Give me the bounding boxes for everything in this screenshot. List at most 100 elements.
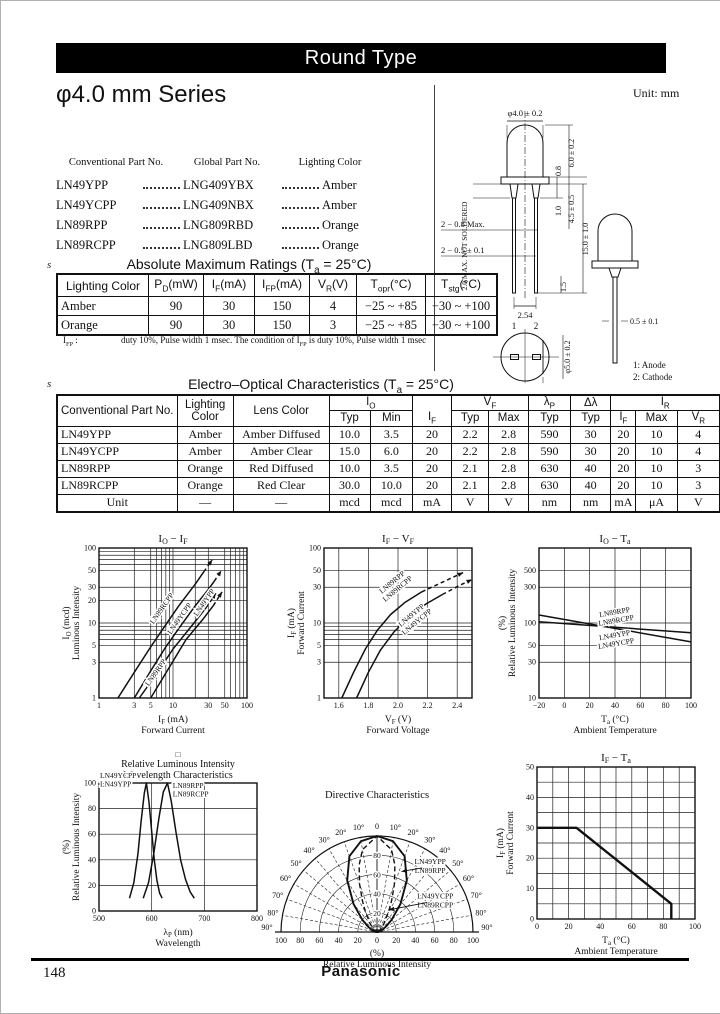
svg-text:80: 80 <box>373 851 381 860</box>
table-header-cell: Lighting Color <box>176 394 234 427</box>
footnote-label: IFP : <box>63 335 78 348</box>
svg-text:Wavelength: Wavelength <box>155 939 200 949</box>
svg-text:20: 20 <box>586 701 594 710</box>
svg-text:20: 20 <box>373 909 381 918</box>
table-cell: LN89RPP <box>56 459 178 478</box>
table-cell: 40 <box>569 459 612 478</box>
svg-text:2.2: 2.2 <box>423 701 433 710</box>
svg-text:100: 100 <box>275 936 287 945</box>
svg-text:IF (mA): IF (mA) <box>158 714 188 726</box>
table-cell: 590 <box>527 425 571 444</box>
part-list-value: LNG409NBX <box>183 198 254 212</box>
table-cell: 40 <box>569 476 612 495</box>
table-cell: 10.0 <box>328 425 371 444</box>
table-cell: — <box>176 493 234 513</box>
part-list-row: LN89RCPP LNG809LBD Orange <box>56 233 374 253</box>
table-header-row: Conventional Part No. Lighting Color Lens … <box>56 394 720 427</box>
svg-text:40: 40 <box>335 936 343 945</box>
dim-standoff: 4.5 ± 0.5 <box>567 195 576 223</box>
chart-forward-current-vs-forward-voltage: 1.6 1.8 2.0 2.2 2.4 1 3 5 10 30 50 100 IF − VF VF (V)… <box>286 533 473 736</box>
table-cell: Unit <box>56 493 178 513</box>
table-cell: Amber <box>176 425 234 444</box>
svg-text:(%): (%) <box>61 840 72 854</box>
table-cell: Red Clear <box>232 476 330 495</box>
svg-text:2.0: 2.0 <box>393 701 403 710</box>
svg-text:LN89RPP: LN89RPP <box>415 866 446 875</box>
chart-forward-current-derating: 0 20 40 60 80 100 0 10 20 30 40 50 IF − Ta Ta (°C)Amb… <box>495 752 701 957</box>
svg-text:Forward Current: Forward Current <box>506 811 516 875</box>
table-cell: 2.8 <box>488 459 529 478</box>
table-cell: nm <box>527 493 571 513</box>
table-header-cell: Max <box>488 410 529 427</box>
table-cell: 30.0 <box>328 476 371 495</box>
svg-text:50: 50 <box>528 641 536 650</box>
part-list-value: LNG409YBX <box>183 178 254 192</box>
table-cell: 30 <box>203 296 255 316</box>
svg-text:50: 50 <box>313 566 321 575</box>
table-cell: Amber <box>176 442 234 461</box>
svg-text:IF − VF: IF − VF <box>382 533 415 546</box>
svg-text:80: 80 <box>450 936 458 945</box>
dim-lead-thickness: 2 − 0.5 ± 0.1 <box>441 245 484 255</box>
table-cell: 150 <box>254 315 310 336</box>
svg-text:□: □ <box>176 750 181 759</box>
table-cell: Orange <box>176 459 234 478</box>
table-cell: 20 <box>412 442 452 461</box>
table-header-cell: IF(mA) <box>203 273 255 297</box>
svg-text:Forward Current: Forward Current <box>141 726 205 736</box>
part-list-value: LNG809RBD <box>183 218 254 232</box>
table-cell: Red Diffused <box>232 459 330 478</box>
table-cell: −25 ~ +85 <box>356 315 426 336</box>
svg-text:10: 10 <box>528 694 536 703</box>
svg-text:60°: 60° <box>463 874 474 883</box>
svg-text:30: 30 <box>528 658 536 667</box>
part-number-list: Conventional Part No. Global Part No. Ligh… <box>56 157 374 253</box>
svg-text:LN89RCPP: LN89RCPP <box>417 900 453 909</box>
svg-text:40: 40 <box>526 793 534 802</box>
svg-text:10: 10 <box>313 619 321 628</box>
table-cell: 4 <box>309 296 357 316</box>
svg-text:40: 40 <box>88 855 96 864</box>
abs-max-title: Absolute Maximum Ratings (Ta = 25°C) <box>126 256 372 276</box>
svg-text:20: 20 <box>354 936 362 945</box>
dim-pitch: 2.54 <box>518 310 534 320</box>
table-cell: μA <box>635 493 678 513</box>
svg-text:30: 30 <box>204 701 212 710</box>
svg-text:20°: 20° <box>335 828 346 837</box>
chart-luminous-intensity-vs-forward-current: 1 3 5 10 30 50 100 1 3 5 10 20 30 50 100 IO − IF IF (mA)… <box>61 533 253 736</box>
table-cell: −30 ~ +100 <box>425 315 498 336</box>
svg-text:(%): (%) <box>497 616 508 630</box>
svg-text:20: 20 <box>88 596 96 605</box>
part-list-value: LN89RCPP <box>56 238 116 252</box>
svg-text:Directive Characteristics: Directive Characteristics <box>325 790 429 801</box>
svg-text:800: 800 <box>251 914 263 923</box>
chart-relative-intensity-vs-temperature: −20 0 20 40 60 80 100 10 30 50 100 300 500 IO − Ta Ta … <box>497 533 697 736</box>
svg-text:0: 0 <box>92 907 96 916</box>
table-cell: 2.1 <box>450 476 490 495</box>
svg-text:Luminous Intensity: Luminous Intensity <box>72 586 82 660</box>
table-cell: 590 <box>527 442 571 461</box>
table-cell: 20 <box>412 459 452 478</box>
svg-text:3: 3 <box>92 658 96 667</box>
electro-optical-characteristics-table: Conventional Part No. Lighting Color Lens … <box>56 394 720 513</box>
part-list-row: LN89RPP LNG809RBD Orange <box>56 213 374 233</box>
part-list-headers: Conventional Part No. Global Part No. Ligh… <box>56 157 374 173</box>
table-cell: 3 <box>676 476 720 495</box>
table-cell: 10 <box>635 425 678 444</box>
table-header-cell: Δλ <box>569 394 612 412</box>
svg-text:0: 0 <box>562 701 566 710</box>
table-header-cell: Min <box>369 410 414 427</box>
table-cell: mA <box>412 493 452 513</box>
table-cell: mcd <box>328 493 371 513</box>
svg-text:Wavelength Characteristics: Wavelength Characteristics <box>123 770 233 781</box>
svg-text:500: 500 <box>524 566 536 575</box>
svg-text:80°: 80° <box>267 909 278 918</box>
table-cell: 90 <box>148 296 204 316</box>
table-header-row: Lighting Color PD(mW) IF(mA) IFP(mA) VR(V) To… <box>56 273 498 297</box>
svg-text:700: 700 <box>198 914 210 923</box>
table-cell: 2.2 <box>450 442 490 461</box>
table-header-cell: IF <box>610 410 637 427</box>
svg-text:10°: 10° <box>353 823 364 832</box>
table-cell: mA <box>610 493 637 513</box>
